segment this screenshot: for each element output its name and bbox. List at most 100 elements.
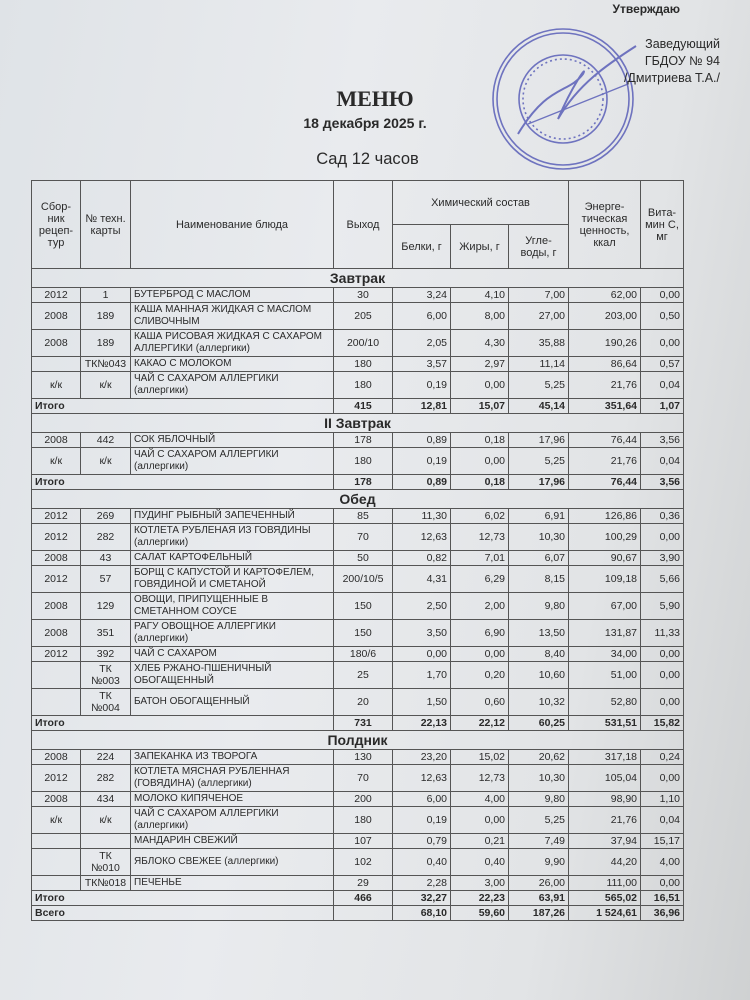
cell-name: КАША РИСОВАЯ ЖИДКАЯ С САХАРОМ АЛЛЕРГИКИ … [130,329,334,357]
section-total-row: Итого 415 12,81 15,07 45,14 351,64 1,07 [31,398,685,414]
cell-fat: 0,40 [450,848,509,876]
col-carbs: Угле-воды, г [507,224,570,269]
total-fat: 15,07 [450,398,509,414]
cell-yield: 200 [333,791,393,807]
table-row: к/к к/к ЧАЙ С САХАРОМ АЛЛЕРГИКИ (аллергики… [31,371,685,399]
cell-book [31,688,81,716]
cell-card: 282 [80,523,131,551]
cell-carbs: 6,07 [507,550,570,566]
cell-protein: 2,50 [392,592,451,620]
table-row: к/к к/к ЧАЙ С САХАРОМ АЛЛЕРГИКИ (аллергики… [31,806,685,834]
cell-card: 43 [80,550,131,566]
cell-protein: 12,63 [392,523,451,551]
cell-protein: 3,50 [392,619,451,647]
table-row: 2008 434 МОЛОКО КИПЯЧЕНОЕ 200 6,00 4,00 9,80 98… [31,791,685,807]
cell-kcal: 86,64 [568,356,642,372]
grand-total-carbs: 187,26 [507,905,570,921]
cell-yield: 205 [333,302,393,330]
cell-protein: 1,50 [392,688,451,716]
cell-carbs: 7,49 [507,833,570,849]
cell-carbs: 9,90 [507,848,570,876]
cell-card: 442 [80,432,131,448]
cell-name: БУТЕРБРОД С МАСЛОМ [130,287,334,303]
cell-fat: 2,00 [450,592,509,620]
cell-book: 2012 [31,646,81,662]
cell-fat: 2,97 [450,356,509,372]
cell-fat: 8,00 [450,302,509,330]
cell-kcal: 90,67 [568,550,642,566]
table-row: 2008 43 САЛАТ КАРТОФЕЛЬНЫЙ 50 0,82 7,01 6,07 90… [31,550,685,566]
cell-kcal: 21,76 [568,806,642,834]
cell-book [31,875,81,891]
table-row: 2008 189 КАША РИСОВАЯ ЖИДКАЯ С САХАРОМ АЛЛ… [31,329,685,357]
total-kcal: 565,02 [568,890,642,906]
cell-yield: 130 [333,749,393,765]
cell-vitc: 3,90 [640,550,685,566]
cell-carbs: 8,40 [507,646,570,662]
cell-fat: 12,73 [450,764,509,792]
cell-carbs: 5,25 [507,447,570,475]
approval-signatory: /Дмитриева Т.А./ [623,71,720,85]
menu-body: Завтрак 2012 1 БУТЕРБРОД С МАСЛОМ 30 3,24 4,10… [30,268,685,921]
approval-position: Заведующий [645,37,720,51]
cell-card: 129 [80,592,131,620]
table-row: 2012 282 КОТЛЕТА МЯСНАЯ РУБЛЕННАЯ (ГОВЯДИН… [31,764,685,792]
cell-fat: 0,18 [450,432,509,448]
total-fat: 0,18 [450,474,509,490]
cell-kcal: 131,87 [568,619,642,647]
col-name: Наименование блюда [130,180,334,269]
cell-protein: 6,00 [392,302,451,330]
cell-name: КОТЛЕТА МЯСНАЯ РУБЛЕННАЯ (ГОВЯДИНА) (алл… [130,764,334,792]
cell-protein: 6,00 [392,791,451,807]
cell-kcal: 76,44 [568,432,642,448]
grand-total-yield [333,905,393,921]
cell-name: БАТОН ОБОГАЩЕННЫЙ [130,688,334,716]
table-row: 2012 57 БОРЩ С КАПУСТОЙ И КАРТОФЕЛЕМ, ГОВЯ… [31,565,685,593]
table-row: к/к к/к ЧАЙ С САХАРОМ АЛЛЕРГИКИ (аллергики… [31,447,685,475]
cell-vitc: 0,57 [640,356,685,372]
cell-fat: 3,00 [450,875,509,891]
cell-vitc: 0,04 [640,806,685,834]
cell-vitc: 0,36 [640,508,685,524]
cell-yield: 20 [333,688,393,716]
cell-vitc: 1,10 [640,791,685,807]
cell-name: МАНДАРИН СВЕЖИЙ [130,833,334,849]
cell-yield: 50 [333,550,393,566]
menu-subtitle: Сад 12 часов [316,150,419,168]
cell-book: к/к [31,371,81,399]
total-carbs: 17,96 [507,474,570,490]
cell-card: 351 [80,619,131,647]
cell-protein: 0,00 [392,646,451,662]
cell-card: ТК№018 [80,875,131,891]
cell-kcal: 111,00 [568,875,642,891]
section-total-row: Итого 466 32,27 22,23 63,91 565,02 16,51 [31,890,685,906]
cell-yield: 150 [333,592,393,620]
cell-yield: 70 [333,764,393,792]
total-vitc: 15,82 [640,715,685,731]
cell-book: 2008 [31,329,81,357]
col-protein: Белки, г [392,224,451,269]
table-row: ТК №003 ХЛЕБ РЖАНО-ПШЕНИЧНЫЙ ОБОГАЩЕННЫЙ 2… [31,661,685,689]
cell-carbs: 10,60 [507,661,570,689]
cell-book: 2012 [31,523,81,551]
grand-total-kcal: 1 524,61 [568,905,642,921]
cell-vitc: 0,00 [640,646,685,662]
cell-book: 2012 [31,508,81,524]
total-vitc: 1,07 [640,398,685,414]
cell-protein: 3,24 [392,287,451,303]
cell-yield: 85 [333,508,393,524]
cell-fat: 0,00 [450,646,509,662]
cell-carbs: 27,00 [507,302,570,330]
cell-protein: 23,20 [392,749,451,765]
total-protein: 22,13 [392,715,451,731]
cell-fat: 0,20 [450,661,509,689]
cell-vitc: 0,00 [640,287,685,303]
total-protein: 0,89 [392,474,451,490]
cell-kcal: 37,94 [568,833,642,849]
cell-fat: 6,02 [450,508,509,524]
cell-name: КАША МАННАЯ ЖИДКАЯ С МАСЛОМ СЛИВОЧНЫМ [130,302,334,330]
cell-yield: 180/6 [333,646,393,662]
section-heading: Полдник [30,730,685,750]
cell-vitc: 0,00 [640,764,685,792]
cell-vitc: 0,00 [640,875,685,891]
